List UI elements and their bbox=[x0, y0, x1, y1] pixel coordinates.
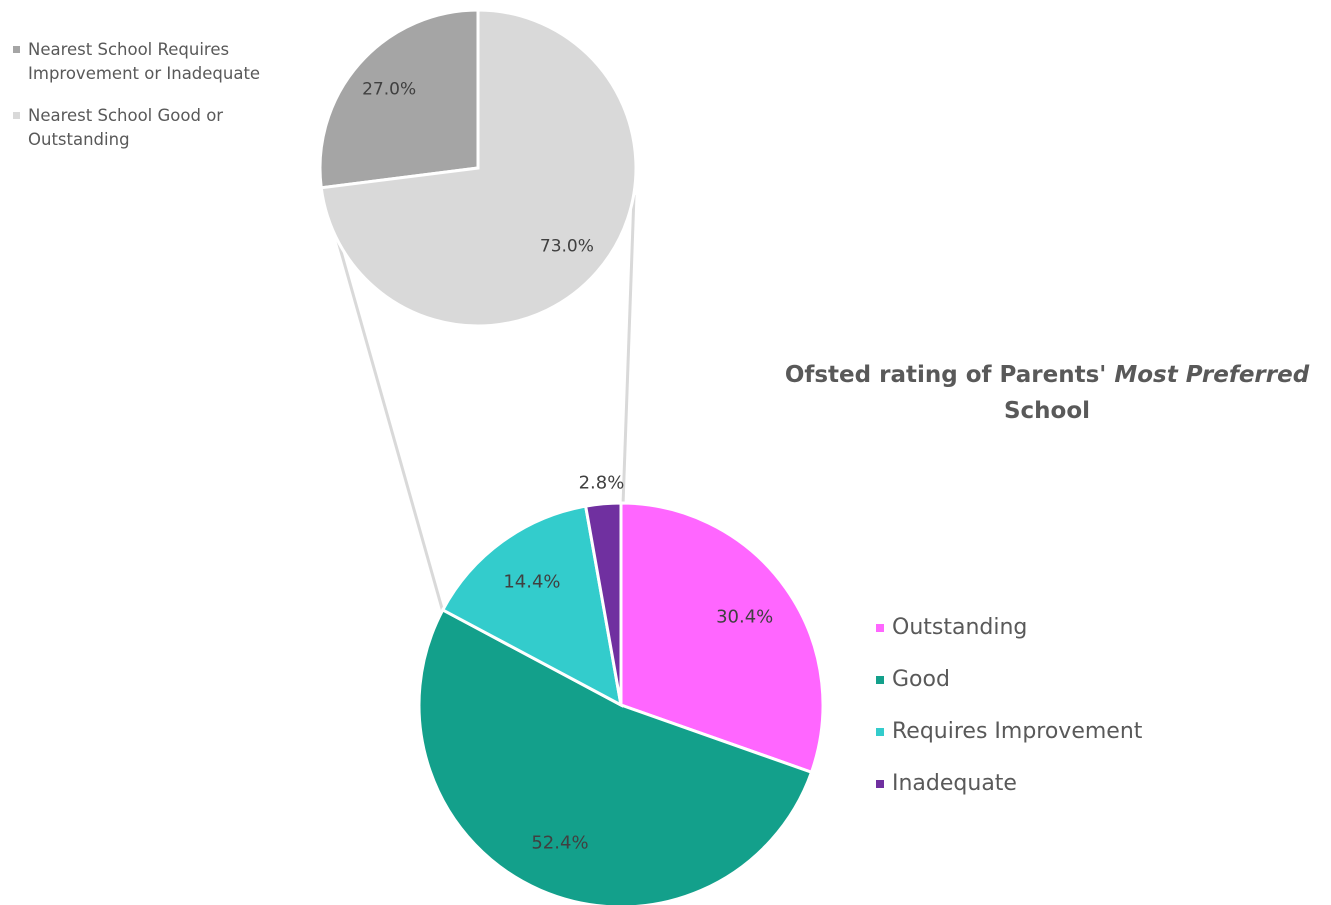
data-label: 27.0% bbox=[362, 80, 416, 100]
title-part: Ofsted rating of Parents' bbox=[784, 362, 1107, 388]
legend-item: Requires Improvement bbox=[876, 716, 1276, 748]
pie-slice bbox=[417, 607, 814, 905]
connector-line bbox=[323, 194, 445, 613]
pie-slice bbox=[619, 501, 825, 775]
title-part: School bbox=[1003, 398, 1091, 424]
data-label: 52.4% bbox=[531, 833, 588, 854]
legend-item: Inadequate bbox=[876, 768, 1276, 800]
data-label: 2.8% bbox=[579, 473, 625, 494]
legend-swatch bbox=[876, 623, 884, 632]
data-label: 30.4% bbox=[716, 606, 773, 627]
legend-label: Nearest School Requires Improvement or I… bbox=[28, 40, 261, 83]
legend-item: Outstanding bbox=[876, 612, 1276, 644]
data-label: 73.0% bbox=[540, 236, 594, 256]
pie-slice bbox=[318, 8, 480, 190]
pie-slice bbox=[583, 501, 623, 706]
legend-label: Outstanding bbox=[892, 615, 1028, 640]
legend-swatch bbox=[876, 675, 884, 684]
pie-slice bbox=[319, 8, 638, 328]
legend-item: Nearest School Good or Outstanding bbox=[13, 104, 283, 152]
legend-label: Requires Improvement bbox=[892, 719, 1143, 744]
title-part: Most Preferred bbox=[1114, 362, 1310, 388]
chart-title: Ofsted rating of Parents' Most Preferred… bbox=[747, 357, 1331, 429]
legend-label: Nearest School Good or Outstanding bbox=[28, 106, 224, 149]
legend-swatch bbox=[876, 727, 884, 736]
data-label: 14.4% bbox=[503, 571, 560, 592]
legend-swatch bbox=[876, 779, 884, 788]
legend-swatch bbox=[13, 112, 20, 120]
legend-item: Nearest School Requires Improvement or I… bbox=[13, 38, 283, 86]
connector-line bbox=[621, 194, 636, 506]
legend-item: Good bbox=[876, 664, 1276, 696]
legend-label: Good bbox=[892, 667, 950, 692]
pie-slice bbox=[440, 504, 624, 708]
legend-label: Inadequate bbox=[892, 771, 1017, 796]
legend-swatch bbox=[13, 46, 20, 54]
